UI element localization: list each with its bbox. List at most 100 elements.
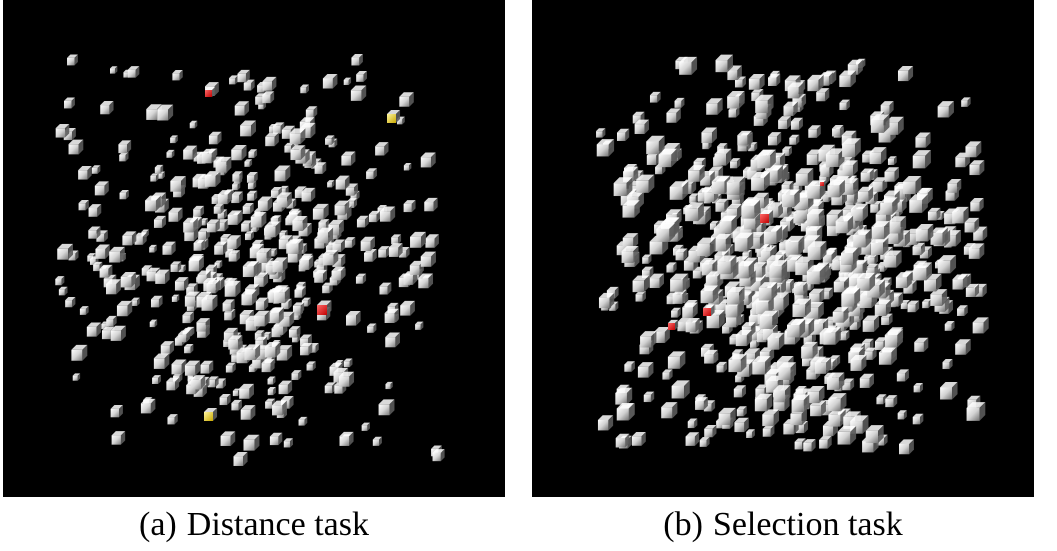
red-target-cube[interactable]: [760, 209, 774, 223]
cube: [885, 395, 898, 408]
cube: [653, 327, 670, 343]
distance-task-viewport[interactable]: [3, 0, 505, 497]
cube: [116, 300, 133, 317]
red-target-cube[interactable]: [703, 304, 715, 316]
cube: [71, 344, 88, 361]
cube: [878, 346, 897, 365]
cube: [214, 260, 223, 269]
cube: [106, 279, 121, 295]
cube: [301, 187, 316, 202]
cube: [615, 433, 630, 448]
cube: [741, 199, 761, 219]
cube: [300, 122, 316, 139]
red-target-cube[interactable]: [820, 180, 826, 186]
cube: [356, 215, 369, 228]
cube: [897, 65, 914, 82]
cube: [420, 251, 436, 267]
red-target-cube[interactable]: [668, 319, 679, 330]
cube: [969, 160, 985, 176]
cube: [332, 239, 345, 253]
cube: [190, 375, 206, 390]
cube: [662, 369, 673, 380]
cube: [145, 195, 161, 212]
cube: [955, 339, 971, 355]
cube: [937, 101, 954, 118]
cube: [155, 269, 170, 284]
cube: [88, 204, 102, 217]
cube: [807, 209, 825, 227]
red-target-cube[interactable]: [317, 300, 332, 316]
cube: [305, 106, 318, 118]
cube: [847, 59, 863, 75]
cube: [222, 299, 235, 312]
cube: [290, 145, 306, 161]
cube: [170, 261, 182, 272]
cube: [119, 189, 129, 200]
cube: [347, 198, 358, 208]
cube: [821, 287, 833, 300]
cube: [940, 382, 958, 400]
cube: [153, 215, 166, 228]
cube: [622, 233, 639, 249]
yellow-target-cube[interactable]: [387, 109, 401, 123]
red-target-cube[interactable]: [205, 86, 216, 97]
cube: [109, 246, 125, 263]
cube: [842, 378, 855, 391]
cube: [262, 76, 277, 91]
cube: [734, 232, 754, 252]
cube: [339, 431, 354, 446]
cube: [328, 219, 344, 236]
cube: [193, 239, 205, 251]
cube: [160, 341, 175, 355]
cube: [134, 232, 147, 245]
cube: [737, 130, 752, 146]
cube: [596, 128, 606, 138]
cube: [835, 215, 854, 234]
cube: [298, 416, 308, 426]
cube: [907, 300, 920, 313]
cube: [952, 206, 969, 224]
cube: [727, 65, 742, 81]
cube: [762, 425, 775, 437]
cube: [636, 174, 655, 193]
highlighted-cubes[interactable]: [668, 180, 826, 330]
cube: [217, 190, 233, 205]
cube: [94, 181, 109, 196]
cube: [274, 165, 291, 182]
cube: [379, 206, 396, 222]
cube: [685, 432, 700, 446]
cube: [616, 403, 635, 421]
cube: [228, 335, 243, 350]
highlighted-cubes[interactable]: [204, 86, 401, 421]
cube: [425, 234, 439, 248]
cube: [384, 308, 399, 324]
cube: [149, 244, 157, 253]
cube: [671, 380, 690, 399]
cube: [338, 371, 355, 387]
cube: [914, 337, 929, 352]
cube: [803, 439, 816, 452]
cube: [256, 248, 272, 263]
cube: [215, 156, 232, 173]
cube: [671, 307, 681, 318]
selection-task-viewport[interactable]: [532, 0, 1034, 497]
cube: [86, 322, 101, 337]
yellow-target-cube[interactable]: [204, 407, 218, 421]
cube: [178, 330, 190, 343]
cube: [862, 315, 880, 332]
cube: [331, 266, 346, 281]
cube: [837, 426, 857, 445]
cube: [55, 276, 65, 286]
cube: [168, 207, 183, 222]
cube: [184, 360, 201, 376]
cube: [120, 272, 137, 288]
cube: [880, 197, 898, 215]
cube: [122, 231, 137, 246]
cube: [970, 197, 984, 212]
cube: [754, 393, 773, 412]
cube: [675, 248, 688, 261]
cube: [842, 138, 861, 157]
cube: [787, 82, 804, 99]
cube: [243, 434, 260, 451]
cube: [334, 200, 350, 216]
